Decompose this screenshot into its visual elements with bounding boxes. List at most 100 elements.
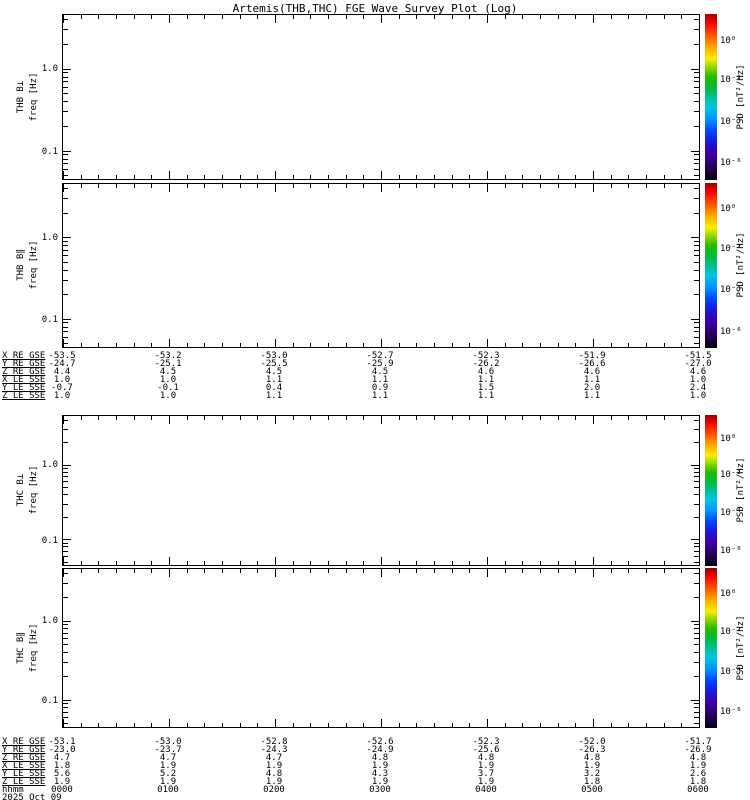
axis-tick [63, 546, 68, 548]
ephemeris-value: 4.6 [477, 367, 495, 377]
axis-tick [98, 343, 100, 347]
axis-tick [663, 175, 665, 179]
panel1-name: THB B⊥ [16, 80, 26, 114]
axis-tick [63, 86, 68, 88]
axis-tick [151, 569, 153, 573]
axis-tick [310, 723, 312, 727]
axis-tick [257, 184, 259, 188]
ephemeris-value: 4.8 [371, 753, 389, 763]
axis-tick [694, 163, 699, 165]
axis-tick [186, 184, 188, 188]
ephemeris-value: -51.7 [684, 737, 712, 747]
ephemeris-value: -26.3 [578, 745, 606, 755]
axis-tick [557, 15, 559, 19]
axis-tick [694, 707, 699, 709]
date-label: 2025 Oct 09 [2, 793, 62, 800]
axis-tick [204, 416, 206, 420]
axis-tick [292, 561, 294, 565]
axis-tick [469, 343, 471, 347]
axis-tick [328, 343, 329, 347]
axis-tick [63, 93, 68, 95]
axis-tick [257, 416, 259, 420]
axis-tick [691, 464, 699, 466]
axis-tick [694, 468, 699, 470]
axis-tick [575, 175, 577, 179]
ytick-label: 1.0 [41, 233, 58, 243]
axis-tick [681, 723, 683, 727]
ephemeris-value: 1.1 [371, 375, 389, 385]
axis-tick [151, 723, 153, 727]
axis-tick [204, 561, 206, 565]
axis-tick [646, 175, 647, 179]
axis-tick [434, 343, 435, 347]
colorbar-panel4 [705, 568, 717, 728]
axis-tick [469, 15, 471, 19]
axis-tick [699, 719, 700, 727]
axis-tick [63, 261, 68, 263]
axis-tick [63, 476, 68, 478]
axis-tick [292, 184, 294, 188]
axis-tick [63, 184, 64, 192]
axis-tick [540, 184, 541, 188]
ephemeris-value: 4.3 [371, 769, 389, 779]
axis-tick [398, 561, 400, 565]
axis-tick [610, 15, 612, 19]
axis-tick [80, 569, 82, 573]
axis-tick [575, 569, 577, 573]
ephemeris-row-label: Z_LE_SSE [2, 391, 46, 401]
axis-tick [694, 596, 699, 598]
axis-tick [63, 582, 68, 584]
colorbar-tick: 10⁰ [720, 589, 737, 599]
colorbar-tick: 10⁻⁴ [720, 117, 742, 127]
axis-tick [416, 15, 418, 19]
axis-tick [681, 343, 683, 347]
axis-tick [434, 15, 435, 19]
ephemeris-value: 3.2 [583, 769, 601, 779]
axis-tick [63, 336, 68, 338]
ephemeris-value: 0.9 [371, 383, 389, 393]
ephemeris-value: 4.8 [265, 769, 283, 779]
axis-tick [451, 343, 453, 347]
axis-tick [63, 175, 68, 177]
axis-tick [504, 343, 506, 347]
axis-tick [575, 184, 577, 188]
ephemeris-row-label: Y_LE_SSE [2, 769, 46, 779]
axis-tick [204, 723, 206, 727]
axis-tick [257, 15, 259, 19]
axis-tick [694, 476, 699, 478]
axis-tick [694, 76, 699, 78]
panel1-unit: freq [Hz] [29, 72, 39, 122]
ephemeris-value: -25.9 [366, 359, 394, 369]
axis-tick [694, 675, 699, 677]
axis-tick [694, 125, 699, 127]
axis-tick [80, 416, 82, 420]
axis-tick [487, 15, 488, 23]
axis-tick [694, 628, 699, 630]
axis-tick [363, 15, 365, 19]
axis-tick [239, 561, 241, 565]
axis-tick [292, 416, 294, 420]
time-tick-label: 0200 [263, 785, 285, 795]
axis-tick [694, 661, 699, 663]
axis-tick [151, 184, 153, 188]
axis-tick [593, 15, 594, 23]
axis-tick [222, 561, 223, 565]
axis-tick [169, 557, 170, 565]
axis-tick [628, 723, 630, 727]
axis-tick [222, 416, 223, 420]
axis-tick [694, 516, 699, 518]
axis-tick [694, 419, 699, 421]
axis-tick [593, 184, 594, 192]
axis-tick [275, 416, 276, 424]
axis-tick [116, 175, 117, 179]
axis-tick [186, 175, 188, 179]
axis-tick [398, 175, 400, 179]
ephemeris-value: 1.9 [159, 761, 177, 771]
axis-tick [63, 652, 68, 654]
axis-tick [275, 184, 276, 192]
axis-tick [292, 723, 294, 727]
axis-tick [63, 628, 68, 630]
axis-tick [540, 15, 541, 19]
ephemeris-value: -23.7 [154, 745, 182, 755]
axis-tick [628, 15, 630, 19]
